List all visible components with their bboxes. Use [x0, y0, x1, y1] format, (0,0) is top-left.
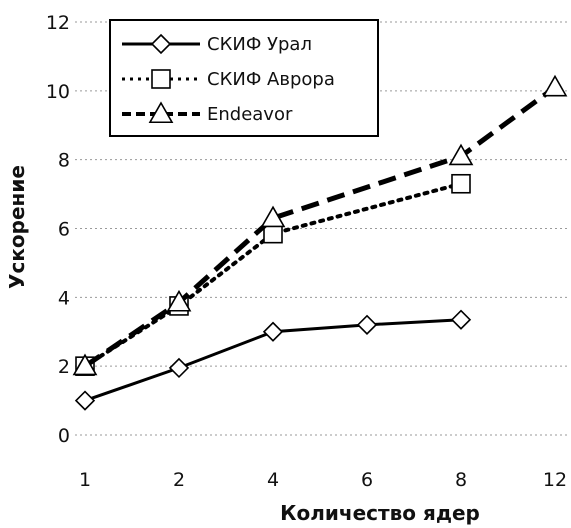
data-point	[356, 314, 378, 335]
legend-marker	[148, 101, 174, 124]
x-axis-title: Количество ядер	[280, 501, 480, 525]
data-point	[74, 390, 96, 411]
y-axis-ticks: 0 2 4 6 8 10 12	[46, 12, 70, 447]
y-tick-label: 4	[58, 287, 70, 309]
x-tick-label: 8	[455, 469, 467, 491]
legend-marker	[150, 33, 172, 55]
series-2	[75, 173, 471, 376]
legend-marker	[151, 69, 171, 89]
y-axis-title: Ускорение	[5, 165, 29, 289]
y-tick-label: 0	[58, 425, 70, 447]
y-tick-label: 10	[46, 81, 70, 103]
x-tick-label: 4	[267, 469, 279, 491]
legend: СКИФ Урал СКИФ Аврора Endeavor	[109, 19, 379, 137]
series-line	[83, 85, 557, 369]
series-1	[74, 309, 472, 411]
x-tick-label: 12	[543, 469, 567, 491]
x-tick-label: 6	[361, 469, 373, 491]
data-point	[262, 321, 284, 342]
data-point	[450, 309, 472, 330]
y-tick-label: 12	[46, 12, 70, 34]
y-tick-label: 8	[58, 150, 70, 172]
y-tick-label: 6	[58, 219, 70, 241]
data-point	[451, 173, 471, 194]
data-point	[542, 74, 568, 97]
legend-label: СКИФ Урал	[207, 34, 312, 55]
data-point	[166, 289, 192, 312]
data-point	[72, 353, 98, 376]
legend-label: СКИФ Аврора	[207, 69, 335, 90]
x-tick-label: 1	[79, 469, 91, 491]
legend-label: Endeavor	[207, 104, 293, 125]
y-tick-label: 2	[58, 356, 70, 378]
data-point	[260, 205, 286, 228]
series-lines	[72, 74, 568, 411]
x-tick-label: 2	[173, 469, 185, 491]
series-3	[72, 74, 568, 376]
x-axis-ticks: 1 2 4 6 8 12	[79, 469, 567, 491]
data-point	[448, 143, 474, 166]
data-point	[263, 223, 283, 244]
data-point	[168, 357, 190, 379]
